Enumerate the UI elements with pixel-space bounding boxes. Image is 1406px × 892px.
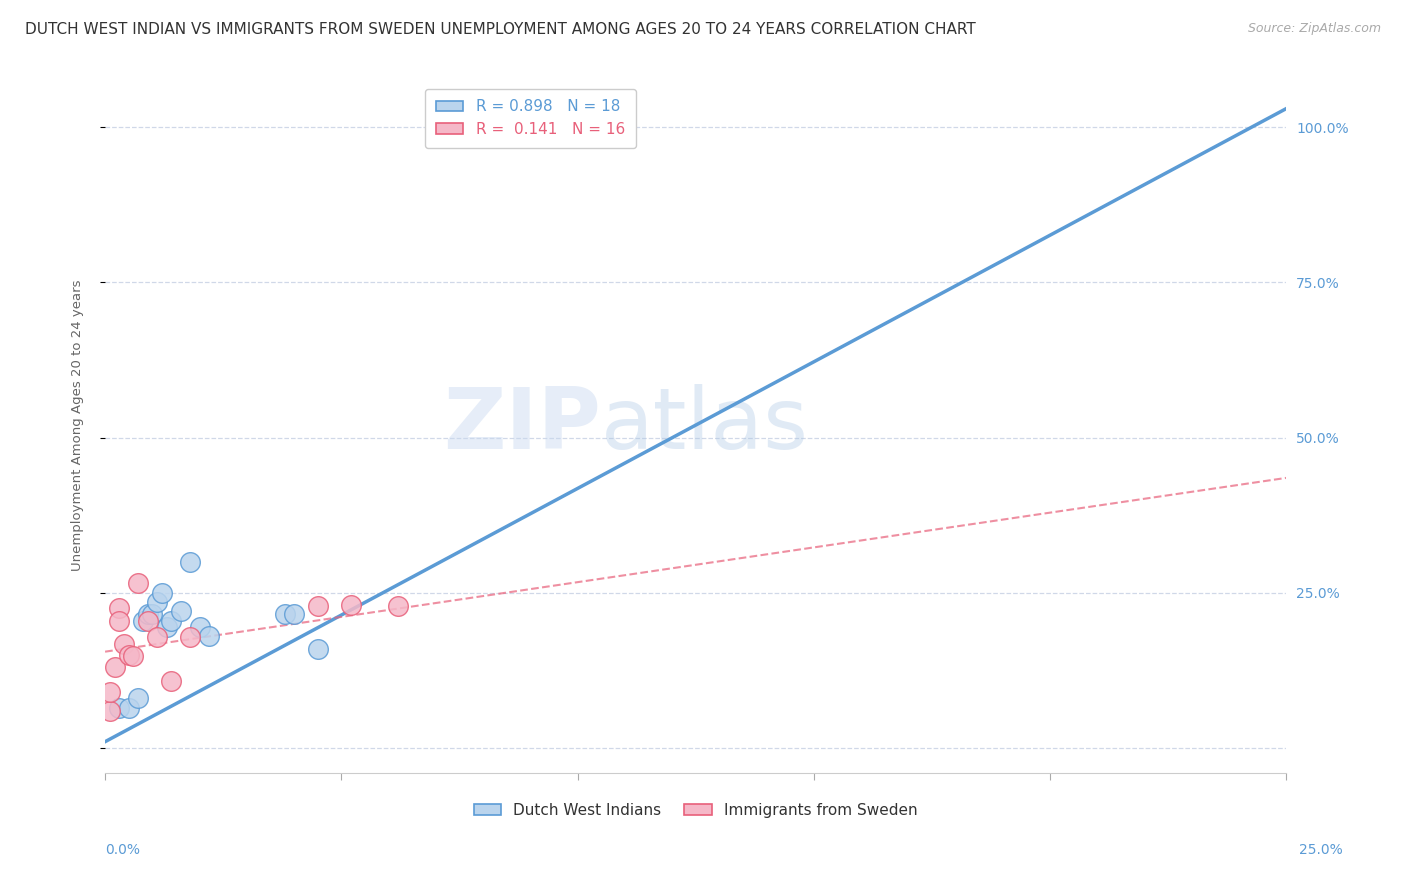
Point [188, 620, 211, 634]
Point [118, 700, 141, 714]
Point [179, 631, 201, 645]
Point [160, 614, 183, 628]
Point [160, 673, 183, 688]
Point [108, 700, 131, 714]
Point [127, 576, 149, 591]
Point [103, 660, 125, 674]
Text: atlas: atlas [602, 384, 810, 467]
Point [307, 599, 329, 614]
Point [108, 601, 131, 615]
Point [122, 648, 145, 663]
Point [132, 614, 155, 628]
Point [127, 691, 149, 706]
Point [98, 704, 121, 718]
Point [146, 595, 169, 609]
Point [98, 685, 121, 699]
Point [495, 120, 517, 134]
Point [198, 629, 221, 643]
Point [136, 614, 159, 628]
Point [118, 648, 141, 662]
Legend: Dutch West Indians, Immigrants from Sweden: Dutch West Indians, Immigrants from Swed… [468, 797, 924, 824]
Point [307, 641, 329, 656]
Point [141, 607, 163, 622]
Text: 0.0%: 0.0% [105, 843, 141, 857]
Point [136, 607, 159, 622]
Y-axis label: Unemployment Among Ages 20 to 24 years: Unemployment Among Ages 20 to 24 years [72, 279, 84, 571]
Text: 25.0%: 25.0% [1299, 843, 1343, 857]
Point [179, 555, 201, 569]
Point [340, 598, 363, 612]
Point [273, 607, 295, 622]
Text: Source: ZipAtlas.com: Source: ZipAtlas.com [1247, 22, 1381, 36]
Point [170, 604, 193, 618]
Point [150, 585, 173, 599]
Text: DUTCH WEST INDIAN VS IMMIGRANTS FROM SWEDEN UNEMPLOYMENT AMONG AGES 20 TO 24 YEA: DUTCH WEST INDIAN VS IMMIGRANTS FROM SWE… [25, 22, 976, 37]
Text: ZIP: ZIP [443, 384, 602, 467]
Point [155, 620, 177, 634]
Point [112, 637, 135, 651]
Point [283, 607, 305, 622]
Point [108, 614, 131, 628]
Point [146, 631, 169, 645]
Point [387, 599, 409, 614]
